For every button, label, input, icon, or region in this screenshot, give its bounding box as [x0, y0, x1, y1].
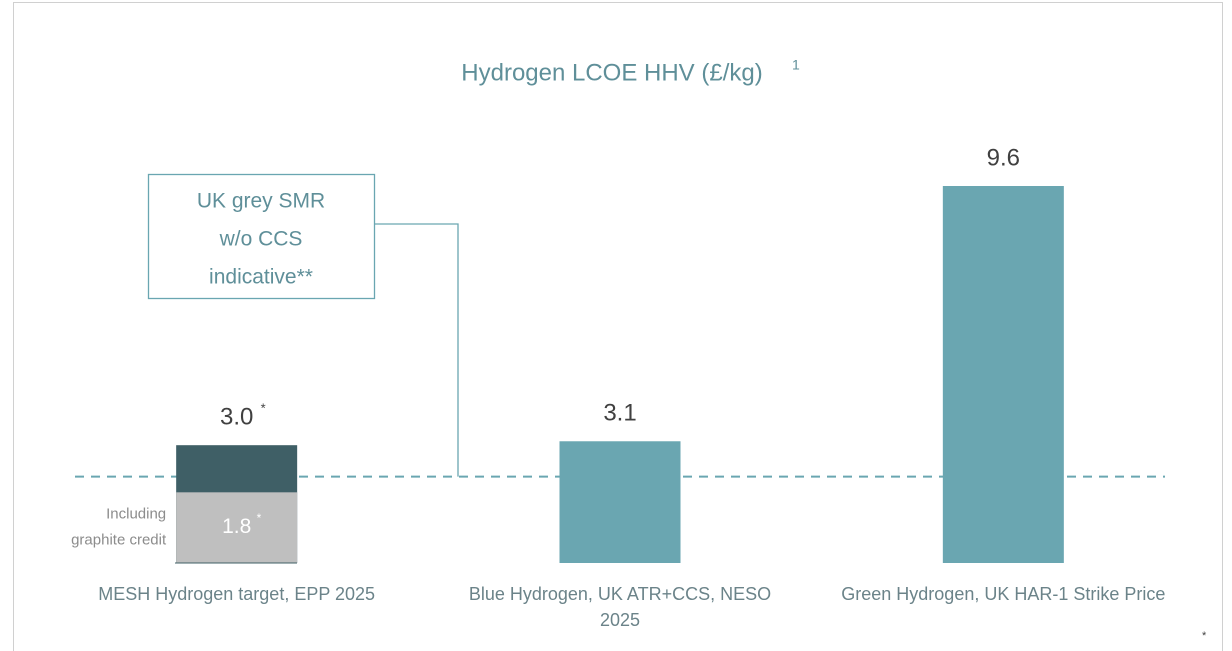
- annotation-text: w/o CCS: [219, 228, 303, 251]
- bar: [942, 186, 1064, 563]
- x-tick-label: MESH Hydrogen target, EPP 2025: [98, 584, 376, 604]
- inner-value-label: 1.8: [222, 515, 251, 538]
- annotation-box: [147, 173, 376, 300]
- footnote: *: [1202, 630, 1207, 642]
- title-superscript: 1: [792, 57, 800, 73]
- frame: [13, 2, 1223, 651]
- annotation-text: UK grey SMR: [197, 190, 325, 213]
- bar: [559, 441, 681, 563]
- chart-title: Hydrogen LCOE HHV (£/kg): [461, 59, 762, 86]
- inner-value-note: *: [257, 511, 262, 525]
- x-tick-label: Green Hydrogen, UK HAR-1 Strike Price: [841, 584, 1166, 604]
- value-label: 3.1: [603, 400, 636, 427]
- connector: [374, 223, 459, 477]
- segment-annotation: Including: [106, 505, 166, 522]
- inner-segment: [176, 492, 298, 563]
- value-label: 3.0: [220, 404, 253, 431]
- annotation-text: indicative**: [209, 266, 313, 289]
- value-label-note: *: [261, 401, 266, 416]
- segment-annotation: graphite credit: [71, 531, 167, 548]
- value-label: 9.6: [987, 144, 1020, 171]
- x-tick-label: Blue Hydrogen, UK ATR+CCS, NESO 2025: [468, 584, 772, 630]
